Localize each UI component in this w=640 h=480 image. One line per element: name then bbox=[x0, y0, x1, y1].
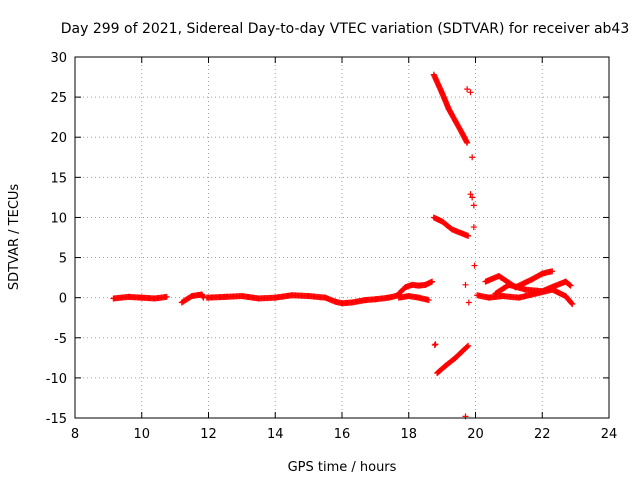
data-marker bbox=[470, 224, 477, 231]
data-marker bbox=[464, 86, 471, 93]
x-tick-label: 16 bbox=[334, 427, 351, 442]
data-marker bbox=[465, 299, 472, 306]
data-marker bbox=[425, 297, 432, 304]
x-tick-label: 18 bbox=[400, 427, 417, 442]
data-marker bbox=[567, 282, 574, 289]
y-tick-label: -10 bbox=[46, 372, 67, 387]
chart-title: Day 299 of 2021, Sidereal Day-to-day VTE… bbox=[61, 21, 630, 37]
data-marker bbox=[429, 278, 436, 285]
data-marker bbox=[464, 139, 471, 146]
x-tick-label: 20 bbox=[467, 427, 484, 442]
plot-border bbox=[74, 56, 610, 419]
y-tick-label: -5 bbox=[54, 332, 67, 347]
data-points bbox=[110, 71, 576, 420]
data-marker bbox=[569, 301, 576, 308]
y-tick-label: 10 bbox=[50, 211, 67, 226]
y-tick-label: 15 bbox=[50, 171, 67, 186]
x-tick-label: 22 bbox=[534, 427, 551, 442]
data-marker bbox=[465, 232, 472, 239]
y-tick-label: 5 bbox=[59, 252, 67, 267]
x-tick-label: 12 bbox=[200, 427, 217, 442]
data-marker bbox=[470, 202, 477, 209]
y-tick-label: 0 bbox=[59, 292, 67, 307]
data-marker bbox=[465, 342, 472, 349]
grid-lines bbox=[75, 57, 609, 418]
data-marker bbox=[568, 300, 575, 307]
y-axis-label: SDTVAR / TECUs bbox=[7, 184, 22, 291]
axis-ticks: 8 10 12 14 16 18 20 22 24 30 25 20 15 10 5 0 -5 -10 -15 bbox=[46, 51, 618, 442]
data-marker bbox=[566, 281, 573, 288]
data-marker bbox=[464, 343, 471, 350]
data-marker bbox=[462, 281, 469, 288]
data-marker bbox=[467, 89, 474, 96]
data-marker bbox=[432, 341, 439, 348]
data-marker bbox=[467, 191, 474, 198]
x-tick-label: 8 bbox=[71, 427, 79, 442]
data-marker bbox=[549, 268, 556, 275]
y-tick-label: 30 bbox=[50, 51, 67, 66]
x-tick-label: 10 bbox=[133, 427, 150, 442]
data-marker bbox=[163, 293, 170, 300]
y-tick-label: -15 bbox=[46, 412, 67, 427]
y-tick-label: 20 bbox=[50, 131, 67, 146]
data-marker bbox=[469, 154, 476, 161]
data-marker bbox=[471, 262, 478, 269]
x-tick-label: 14 bbox=[267, 427, 284, 442]
data-marker bbox=[469, 194, 476, 201]
y-tick-label: 25 bbox=[50, 91, 67, 106]
data-marker bbox=[431, 341, 438, 348]
x-tick-label: 24 bbox=[601, 427, 618, 442]
x-axis-label: GPS time / hours bbox=[288, 460, 397, 475]
